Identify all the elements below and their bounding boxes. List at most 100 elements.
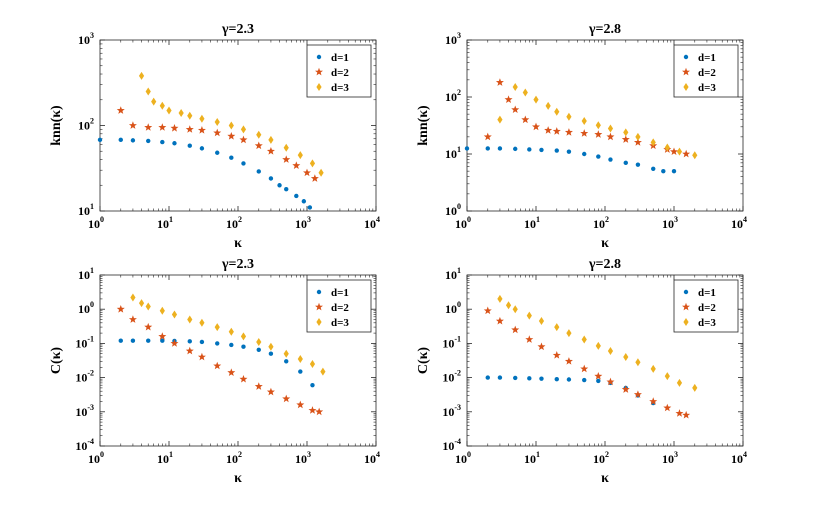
y-tick-label: 103 bbox=[445, 31, 461, 47]
legend-label: d=3 bbox=[698, 317, 716, 329]
data-point-d2-9 bbox=[239, 135, 248, 144]
y-tick-label: 100 bbox=[445, 202, 461, 218]
series-d1 bbox=[118, 338, 315, 388]
x-tick-label: 104 bbox=[731, 215, 747, 231]
series-d3 bbox=[497, 294, 698, 392]
data-point-d3-8 bbox=[214, 117, 220, 126]
data-point-d2-14 bbox=[308, 406, 317, 414]
data-point-d1-5 bbox=[539, 147, 544, 153]
x-tick-label: 103 bbox=[295, 215, 311, 231]
data-point-d2-0 bbox=[116, 106, 125, 114]
data-point-d3-2 bbox=[512, 305, 518, 314]
y-axis-label: C(κ) bbox=[49, 347, 64, 375]
legend-marker-d3 bbox=[316, 318, 322, 326]
x-tick-label: 100 bbox=[455, 450, 471, 466]
x-tick-label: 100 bbox=[88, 450, 104, 466]
y-tick-label: 102 bbox=[78, 117, 94, 133]
data-point-d1-9 bbox=[229, 155, 234, 160]
data-point-d3-1 bbox=[138, 299, 145, 308]
legend-marker-d3 bbox=[316, 83, 322, 91]
data-point-d1-9 bbox=[241, 344, 246, 349]
data-point-d2-2 bbox=[144, 322, 153, 331]
data-point-d2-14 bbox=[675, 409, 684, 417]
data-point-d3-13 bbox=[664, 143, 670, 152]
data-point-d1-15 bbox=[671, 168, 677, 174]
data-point-d1-10 bbox=[241, 161, 246, 166]
series-d3 bbox=[497, 82, 698, 160]
data-point-d2-0 bbox=[483, 306, 492, 315]
chart-title: γ=2.8 bbox=[588, 257, 621, 272]
series-d3 bbox=[138, 71, 324, 177]
data-point-d2-3 bbox=[525, 335, 534, 343]
data-point-d3-3 bbox=[533, 95, 539, 104]
data-point-d2-1 bbox=[128, 121, 137, 129]
data-point-d1-4 bbox=[527, 147, 532, 152]
data-point-d3-6 bbox=[566, 112, 572, 121]
data-point-d2-6 bbox=[197, 126, 206, 134]
data-point-d1-14 bbox=[310, 382, 315, 388]
x-tick-label: 102 bbox=[593, 215, 609, 231]
series-d2 bbox=[116, 305, 324, 416]
legend-label: d=1 bbox=[698, 52, 716, 64]
y-axis-label: C(κ) bbox=[416, 347, 431, 375]
data-point-d3-13 bbox=[664, 372, 670, 381]
legend: d=1 d=2 d=3 bbox=[306, 279, 372, 333]
subplot-2: 100 101 102 103 104 100 101 102 103 γ=2.8 κ knn(κ) d… bbox=[416, 22, 747, 251]
legend-marker-d2 bbox=[682, 67, 690, 76]
data-point-d1-6 bbox=[554, 148, 559, 153]
legend-label: d=3 bbox=[331, 82, 349, 94]
x-axis-label: κ bbox=[234, 236, 242, 251]
data-point-d2-5 bbox=[185, 125, 194, 133]
data-point-d1-3 bbox=[527, 376, 532, 381]
data-point-d2-8 bbox=[594, 371, 603, 380]
y-tick-label: 101 bbox=[78, 202, 94, 218]
legend-label: d=2 bbox=[331, 302, 349, 314]
x-tick-label: 103 bbox=[662, 215, 678, 231]
subplot-3: 100 101 102 103 104 10-4 10-3 10-2 10-1 100 101 γ=2… bbox=[49, 257, 380, 486]
data-point-d3-11 bbox=[635, 358, 641, 367]
data-point-d2-11 bbox=[633, 390, 642, 398]
legend-marker-d3 bbox=[683, 318, 689, 326]
data-point-d2-6 bbox=[544, 126, 553, 134]
data-point-d3-7 bbox=[581, 335, 587, 344]
series-d1 bbox=[485, 375, 656, 406]
data-point-d1-5 bbox=[172, 141, 177, 146]
legend-marker-d2 bbox=[315, 302, 323, 311]
x-tick-label: 100 bbox=[88, 215, 104, 231]
data-point-d2-15 bbox=[682, 410, 691, 419]
data-point-d3-8 bbox=[228, 327, 234, 336]
data-point-d3-1 bbox=[505, 301, 512, 310]
data-point-d1-7 bbox=[566, 149, 572, 154]
series-d3 bbox=[130, 293, 326, 376]
y-tick-label: 10-1 bbox=[75, 334, 94, 350]
data-point-d1-0 bbox=[97, 137, 103, 143]
legend-marker-d1 bbox=[683, 54, 689, 60]
legend-label: d=1 bbox=[331, 52, 349, 64]
data-point-d3-10 bbox=[623, 128, 629, 137]
data-point-d3-2 bbox=[151, 97, 157, 106]
data-point-d1-1 bbox=[485, 146, 490, 151]
data-point-d3-10 bbox=[240, 125, 247, 134]
data-point-d2-8 bbox=[564, 128, 573, 136]
data-point-d3-15 bbox=[692, 151, 698, 160]
data-point-d2-12 bbox=[621, 135, 630, 143]
data-point-d2-8 bbox=[227, 131, 236, 140]
data-point-d2-1 bbox=[495, 316, 504, 325]
legend-label: d=2 bbox=[698, 67, 716, 79]
x-tick-label: 104 bbox=[364, 215, 380, 231]
data-point-d1-8 bbox=[582, 151, 587, 157]
data-point-d1-0 bbox=[118, 338, 123, 343]
series-d1 bbox=[464, 146, 677, 174]
chart-title: γ=2.8 bbox=[588, 22, 621, 37]
series-d2 bbox=[116, 106, 319, 182]
y-tick-label: 10-2 bbox=[442, 369, 461, 385]
data-point-d1-10 bbox=[608, 157, 613, 162]
data-point-d2-0 bbox=[116, 305, 125, 313]
data-point-d1-2 bbox=[146, 338, 151, 343]
data-point-d3-11 bbox=[635, 132, 641, 141]
data-point-d3-8 bbox=[595, 341, 601, 350]
data-point-d3-9 bbox=[240, 332, 247, 341]
data-point-d2-9 bbox=[239, 374, 248, 383]
data-point-d1-12 bbox=[284, 359, 289, 364]
